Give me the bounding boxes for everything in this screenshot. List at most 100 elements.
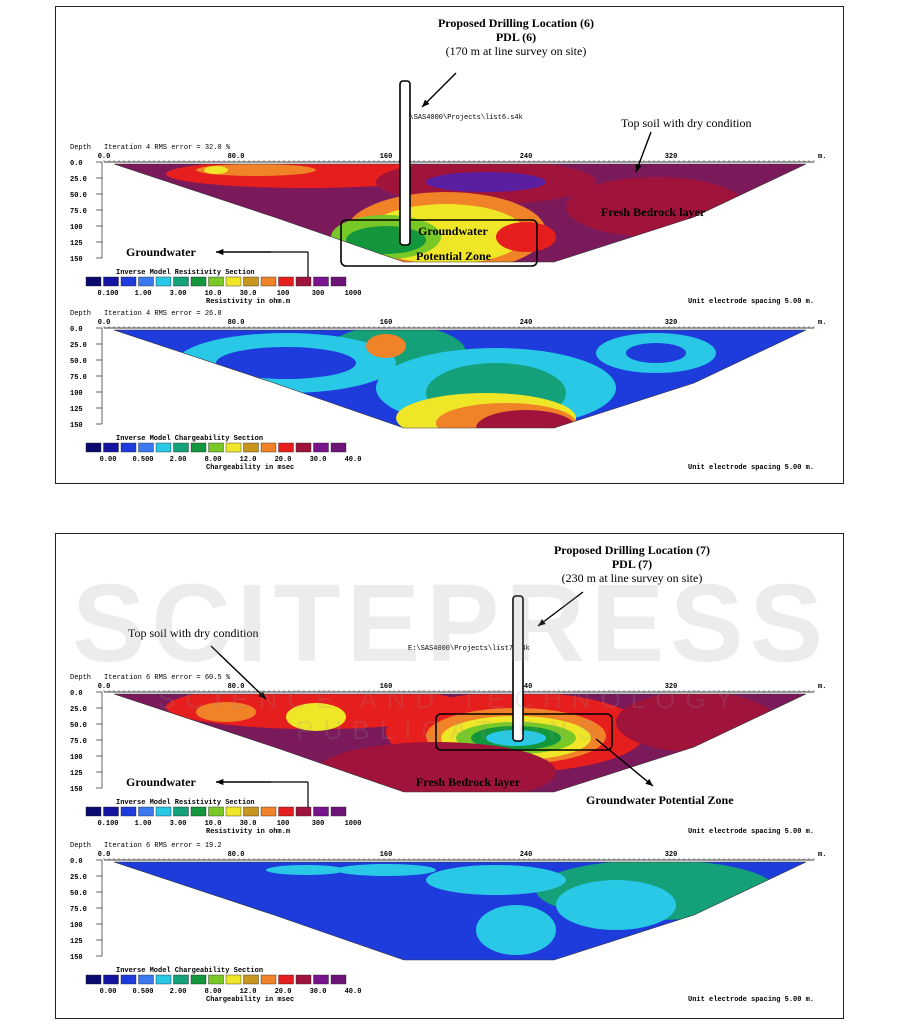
pdl6-res-anomaly bbox=[346, 226, 426, 254]
pdl6-zone-label: Groundwater bbox=[418, 224, 488, 238]
pdl7-chg-depth-label: Depth bbox=[70, 842, 91, 850]
pdl7-chg-legend-title: Inverse Model Chargeability Section bbox=[116, 967, 263, 975]
pdl6-bedrock-label: Fresh Bedrock layer bbox=[601, 205, 706, 219]
pdl6-chg-anomaly bbox=[216, 347, 356, 379]
pdl7-res-electrode-spacing: Unit electrode spacing 5.00 m. bbox=[688, 828, 814, 836]
pdl7-res-legend-value: 3.00 bbox=[170, 820, 187, 828]
pdl7-chg-legend-swatch bbox=[120, 974, 137, 985]
pdl6-chg-legend-swatch bbox=[260, 442, 277, 453]
pdl7-res-legend-swatch bbox=[155, 806, 172, 817]
pdl7-chg-legend-swatch bbox=[278, 974, 294, 985]
pdl7-res-legend-swatch bbox=[190, 806, 207, 817]
pdl6-chg-legend-unit: Chargeability in msec bbox=[206, 464, 294, 472]
pdl6-res-legend-value: 1.00 bbox=[135, 290, 152, 298]
pdl6-title-arrow-head bbox=[422, 99, 430, 107]
pdl6-res-legend-swatch bbox=[278, 276, 294, 287]
pdl7-code: PDL (7) bbox=[612, 557, 652, 571]
pdl7-zone-arrow bbox=[595, 738, 654, 787]
pdl7-groundwater-arrow-head bbox=[216, 778, 224, 786]
pdl7-res-x-tick: 80.0 bbox=[228, 683, 245, 691]
pdl7-zone-arrow-head bbox=[645, 778, 653, 786]
pdl7-chg-legend-value: 12.0 bbox=[240, 988, 257, 996]
pdl7-res-iteration-text: Iteration 6 RMS error = 60.5 % bbox=[104, 674, 231, 682]
pdl7-chg-x-tick: 0.0 bbox=[98, 851, 111, 859]
pdl7-bedrock-label: Fresh Bedrock layer bbox=[416, 775, 521, 789]
pdl7-res-depth-tick: 125 bbox=[70, 770, 83, 778]
pdl6-zone-label-2: Potential Zone bbox=[416, 249, 492, 263]
pdl6-chg-legend-swatch bbox=[103, 442, 119, 453]
pdl7-res-legend-swatch bbox=[173, 806, 189, 817]
pdl7-res-depth-tick: 150 bbox=[70, 786, 83, 794]
pdl6-zone-box bbox=[340, 219, 538, 267]
pdl6-chg-depth-tick: 25.0 bbox=[70, 342, 87, 350]
pdl6-res-x-unit: m. bbox=[818, 153, 826, 161]
pdl7-res-x-tick: 0.0 bbox=[98, 683, 111, 691]
pdl6-chg-legend-swatch bbox=[138, 442, 154, 453]
pdl6-res-x-tick: 320 bbox=[665, 153, 678, 161]
pdl6-chg-depth-tick: 0.0 bbox=[70, 326, 83, 334]
pdl7-res-anomaly bbox=[286, 703, 346, 731]
pdl7-res-legend-unit: Resistivity in ohm.m bbox=[206, 828, 290, 836]
pdl7-figure: Proposed Drilling Location (7)PDL (7)(23… bbox=[70, 543, 826, 1004]
pdl6-res-legend-swatch bbox=[260, 276, 277, 287]
pdl7-panel: Proposed Drilling Location (7) PDL (7) (23… bbox=[55, 533, 844, 1019]
pdl7-chg-legend-swatch bbox=[85, 974, 102, 985]
pdl7-res-depth-tick: 100 bbox=[70, 754, 83, 762]
pdl7-res-legend-swatch bbox=[313, 806, 329, 817]
pdl7-chg-legend-swatch bbox=[190, 974, 207, 985]
pdl7-res-section-outline bbox=[113, 693, 807, 793]
pdl6-chg-legend-swatch bbox=[85, 442, 102, 453]
pdl7-groundwater-legend-label: Groundwater bbox=[126, 775, 196, 789]
pdl6-chg-legend-swatch bbox=[278, 442, 294, 453]
pdl7-res-depth-tick: 25.0 bbox=[70, 706, 87, 714]
pdl7-chg-depth-tick: 25.0 bbox=[70, 874, 87, 882]
pdl6-chg-legend-swatch bbox=[330, 442, 347, 453]
pdl6-chg-depth-tick: 150 bbox=[70, 422, 83, 430]
pdl7-chg-legend-swatch bbox=[103, 974, 119, 985]
pdl7-res-legend-swatch bbox=[85, 806, 102, 817]
pdl7-chg-depth-tick: 75.0 bbox=[70, 906, 87, 914]
pdl7-file-path: E:\SAS4000\Projects\list7.s4k bbox=[408, 645, 530, 653]
pdl6-res-x-tick: 0.0 bbox=[98, 153, 111, 161]
pdl6-groundwater-arrow-head bbox=[216, 248, 224, 256]
pdl7-chg-anomaly bbox=[336, 864, 436, 876]
pdl7-chg-legend-swatch bbox=[295, 974, 312, 985]
pdl6-res-legend-value: 100 bbox=[277, 290, 290, 298]
pdl6-chg-legend-value: 20.0 bbox=[275, 456, 292, 464]
pdl7-chg-anomaly bbox=[476, 905, 556, 955]
pdl7-res-legend-swatch bbox=[225, 806, 242, 817]
pdl7-chg-legend-unit: Chargeability in msec bbox=[206, 996, 294, 1004]
pdl6-res-depth-label: Depth bbox=[70, 144, 91, 152]
pdl6-res-legend-value: 0.100 bbox=[97, 290, 118, 298]
pdl6-chg-legend-title: Inverse Model Chargeability Section bbox=[116, 435, 263, 443]
pdl7-res-x-unit: m. bbox=[818, 683, 826, 691]
pdl6-res-legend-swatch bbox=[208, 276, 224, 287]
pdl7-chg-section-fill bbox=[114, 862, 806, 960]
pdl6-res-electrode-spacing: Unit electrode spacing 5.00 m. bbox=[688, 298, 814, 306]
pdl7-title-arrow-head bbox=[538, 619, 546, 626]
pdl7-res-legend-value: 100 bbox=[277, 820, 290, 828]
pdl6-chg-legend-value: 0.00 bbox=[100, 456, 117, 464]
pdl7-chg-legend-value: 30.0 bbox=[310, 988, 327, 996]
pdl7-res-depth-tick: 75.0 bbox=[70, 738, 87, 746]
pdl6-res-depth-tick: 0.0 bbox=[70, 160, 83, 168]
pdl7-res-legend-title: Inverse Model Resistivity Section bbox=[116, 799, 255, 807]
pdl7-res-legend-swatch bbox=[208, 806, 224, 817]
pdl7-chg-depth-tick: 100 bbox=[70, 922, 83, 930]
pdl6-chg-legend-swatch bbox=[208, 442, 224, 453]
pdl7-chg-section-outline bbox=[113, 861, 807, 961]
pdl7-chg-legend-swatch bbox=[138, 974, 154, 985]
pdl6-chg-legend-value: 12.0 bbox=[240, 456, 257, 464]
pdl7-res-x-tick: 240 bbox=[520, 683, 533, 691]
pdl6-chg-x-tick: 80.0 bbox=[228, 319, 245, 327]
pdl6-res-depth-tick: 150 bbox=[70, 256, 83, 264]
pdl6-location-note: (170 m at line survey on site) bbox=[446, 44, 587, 58]
pdl7-chg-legend-swatch bbox=[260, 974, 277, 985]
pdl6-res-legend-swatch bbox=[120, 276, 137, 287]
pdl6-chg-depth-tick: 75.0 bbox=[70, 374, 87, 382]
pdl6-res-legend-value: 10.0 bbox=[205, 290, 222, 298]
pdl6-res-legend-swatch bbox=[190, 276, 207, 287]
pdl6-drill-pipe bbox=[399, 80, 411, 246]
pdl6-res-depth-tick: 25.0 bbox=[70, 176, 87, 184]
pdl6-chg-anomaly bbox=[476, 410, 576, 428]
